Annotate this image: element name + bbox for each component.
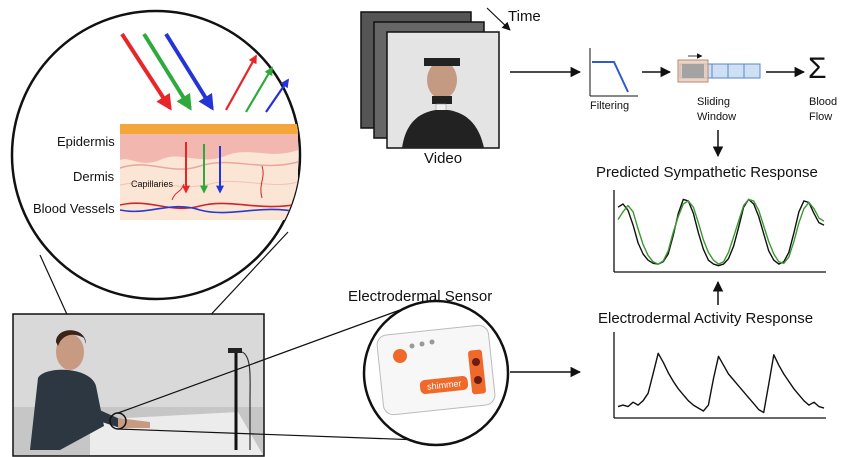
sensor-magnifier [362,299,510,447]
label-flow: Flow [809,111,833,123]
sensor-zoom-line-top [117,309,401,414]
skin-magnifier [10,9,302,301]
light-arrow-green-in [142,32,192,111]
eda-response-chart [613,332,826,419]
predicted-title: Predicted Sympathetic Response [596,164,818,181]
light-arrow-red-out [225,54,257,111]
label-window: Window [697,111,737,123]
label-dermis: Dermis [73,169,115,184]
sum-symbol: Σ [808,52,827,85]
label-blood-vessels: Blood Vessels [33,201,115,216]
sensor-device [376,324,496,416]
eda-series-0 [617,352,825,414]
vessel-blue [119,205,299,214]
filter-icon [589,48,638,97]
predicted-response-chart [613,190,826,273]
sliding-window-icon [677,53,761,83]
light-arrow-green-out [245,66,273,113]
label-capillaries: Capillaries [131,179,174,189]
predicted-series-0 [617,198,825,267]
light-arrow-blue-out [265,78,289,113]
sensor-title: Electrodermal Sensor [348,288,493,305]
light-arrow-red-in [120,32,172,111]
sensor-zoom-line-bottom [117,428,421,441]
vessel-red [119,202,299,210]
label-time: Time [508,8,541,25]
label-epidermis: Epidermis [57,134,115,149]
predicted-series-1 [617,198,825,265]
subject-photo [12,313,265,457]
label-blood: Blood [809,96,838,108]
video-frames [360,11,500,149]
sensor-button-icon [393,349,407,363]
label-sliding: Sliding [697,96,731,108]
eda-title: Electrodermal Activity Response [598,310,814,327]
shimmer-logo [419,376,469,394]
dermis-layer [120,134,298,163]
label-filtering: Filtering [590,100,630,112]
light-arrow-blue-in [164,32,214,111]
epidermis-layer [120,124,298,134]
label-video: Video [424,150,463,167]
time-arrow [486,7,511,31]
